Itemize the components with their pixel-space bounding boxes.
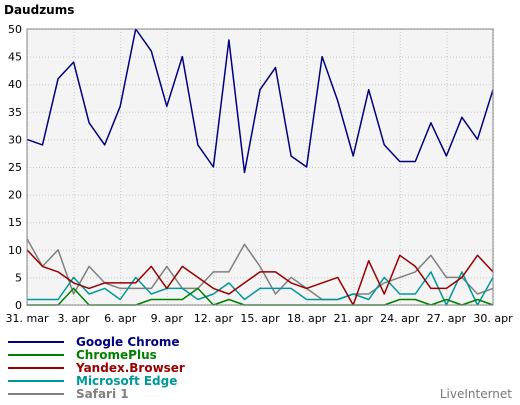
x-axis: 31. mar 3. apr 6. apr 9. apr 12. apr 15. apr 1… [6,312,514,325]
x-tick-label: 6. apr [104,312,137,325]
y-tick-label: 50 [8,23,22,36]
y-tick-label: 15 [8,216,22,229]
y-tick-label: 40 [8,78,22,91]
chart-title: Daudzums [4,3,74,17]
y-axis: 0 5 10 15 20 25 30 35 40 45 50 [8,23,22,312]
legend-label: ChromePlus [76,348,157,362]
y-tick-label: 0 [15,299,22,312]
legend-label: Microsoft Edge [76,374,177,388]
x-tick-label: 15. apr [240,312,280,325]
series-line-google-chrome [26,28,494,174]
x-tick-label: 21. apr [334,312,374,325]
x-tick-label: 18. apr [287,312,327,325]
x-tick-label: 3. apr [57,312,90,325]
legend-label: Safari 1 [76,387,129,401]
y-tick-label: 5 [15,271,22,284]
y-tick-label: 30 [8,133,22,146]
x-tick-label: 31. mar [6,312,49,325]
y-tick-label: 25 [8,161,22,174]
x-tick-label: 24. apr [380,312,420,325]
plot-frame [26,28,494,306]
x-tick-label: 9. apr [151,312,184,325]
series-line-yandex-browser [26,249,494,306]
y-tick-label: 45 [8,51,22,64]
legend-label: Yandex.Browser [75,361,185,375]
y-tick-label: 10 [8,244,22,257]
y-tick-label: 20 [8,189,22,202]
brand-label: LiveInternet [440,387,512,401]
series-line-microsoft-edge [27,271,494,306]
x-tick-label: 30. apr [473,312,513,325]
x-tick-label: 27. apr [427,312,467,325]
legend: Google ChromeChromePlusYandex.BrowserMic… [8,335,185,401]
x-tick-label: 12. apr [194,312,234,325]
legend-label: Google Chrome [76,335,180,349]
y-tick-label: 35 [8,106,22,119]
